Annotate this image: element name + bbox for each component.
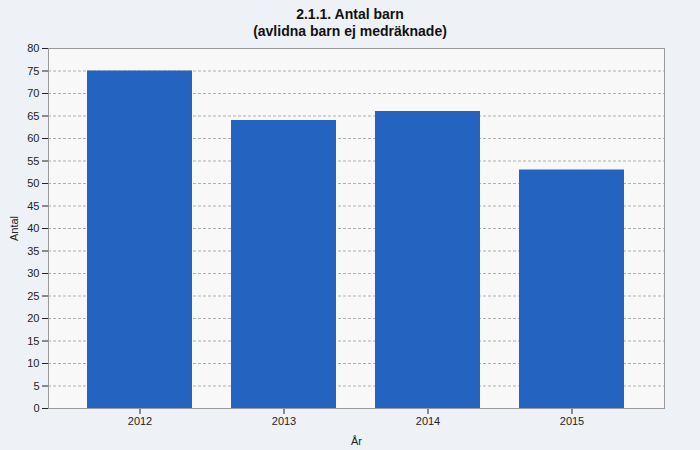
svg-text:2014: 2014	[416, 415, 440, 427]
svg-text:15: 15	[27, 335, 39, 347]
svg-text:10: 10	[27, 357, 39, 369]
svg-text:0: 0	[33, 402, 39, 414]
html-text:2.1.1. Antal barn: 2.1.1. Antal barn	[296, 6, 404, 22]
svg-text:60: 60	[27, 132, 39, 144]
svg-text:40: 40	[27, 222, 39, 234]
svg-text:55: 55	[27, 155, 39, 167]
svg-text:50: 50	[27, 177, 39, 189]
svg-text:80: 80	[27, 44, 39, 54]
svg-text:Antal: Antal	[8, 216, 20, 241]
svg-text:20: 20	[27, 312, 39, 324]
svg-text:75: 75	[27, 65, 39, 77]
svg-text:2012: 2012	[128, 415, 152, 427]
svg-text:45: 45	[27, 200, 39, 212]
svg-text:År: År	[351, 435, 362, 447]
svg-text:5: 5	[33, 380, 39, 392]
svg-text:70: 70	[27, 87, 39, 99]
svg-text:2015: 2015	[560, 415, 584, 427]
svg-text:25: 25	[27, 290, 39, 302]
html-text:(avlidna barn ej medräknade): (avlidna barn ej medräknade)	[253, 23, 447, 39]
svg-text:65: 65	[27, 110, 39, 122]
svg-text:30: 30	[27, 267, 39, 279]
svg-text:35: 35	[27, 245, 39, 257]
svg-text:2013: 2013	[272, 415, 296, 427]
